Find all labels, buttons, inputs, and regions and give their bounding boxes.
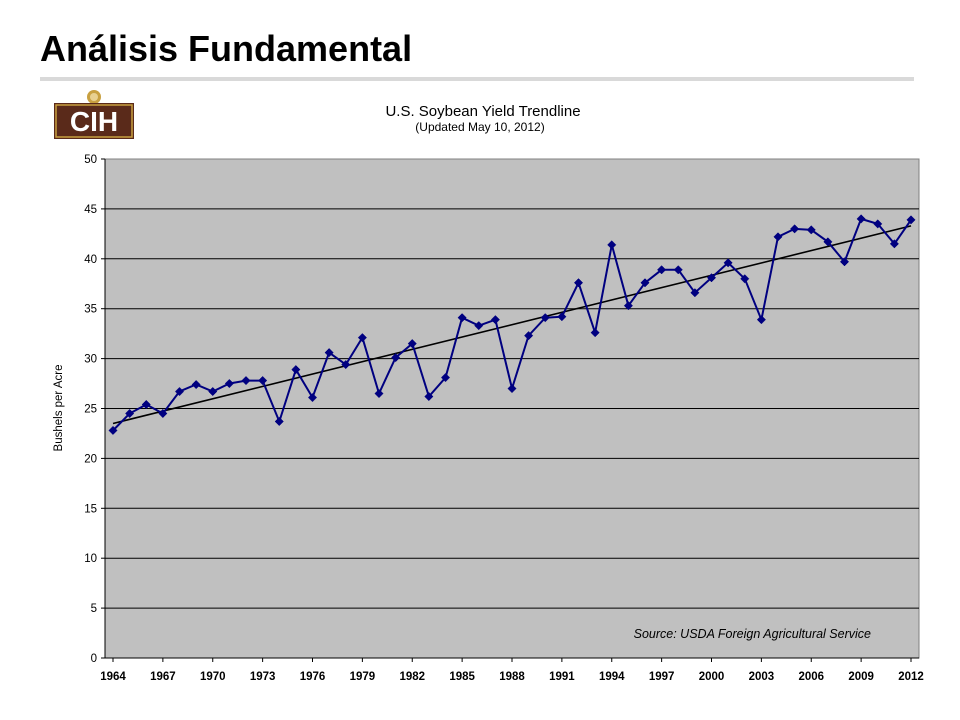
data-point-marker [889,239,899,249]
logo-text: CIH [70,106,118,137]
x-tick-label: 1976 [300,671,326,683]
chart-subtitle: (Updated May 10, 2012) [415,120,544,134]
data-point-marker [573,278,584,288]
data-point-marker [740,274,750,284]
data-point-marker [756,315,766,325]
data-point-marker [191,379,201,390]
cih-logo: CIH [54,88,134,140]
data-point-marker [690,288,700,298]
data-point-marker [440,373,451,383]
data-point-marker [657,265,667,275]
data-point-marker [524,331,534,341]
trend-line [112,225,912,425]
x-tick-label: 1979 [350,671,376,683]
yield-series [108,214,916,436]
x-tick-label: 2006 [798,671,824,683]
data-point-marker [341,360,351,370]
axes: 0 5 10 15 20 25 30 35 40 45 50 1964 1967 1970 1973 1976… [84,154,924,683]
data-point-marker [507,383,517,394]
x-tick-label: 2003 [749,671,775,683]
gridlines [105,208,919,609]
x-tick-label: 2009 [848,671,874,683]
data-point-marker [158,408,168,419]
data-point-marker [108,425,118,436]
data-point-marker [391,353,401,363]
data-point-marker [540,313,550,323]
x-tick-label: 1991 [549,671,575,683]
data-point-marker [673,265,683,275]
data-point-marker [174,386,185,397]
data-point-marker [241,376,251,386]
data-point-marker [557,312,567,322]
x-tick-label: 1964 [100,671,126,683]
y-tick-label: 25 [84,404,97,416]
y-tick-label: 15 [84,503,97,515]
data-point-marker [324,348,334,358]
data-point-marker [856,214,866,224]
logo-plate [54,103,134,139]
data-point-marker [125,408,135,419]
x-tick-label: 2012 [898,671,924,683]
data-point-marker [457,313,467,323]
data-point-marker [374,388,384,399]
x-tick-label: 1967 [150,671,176,683]
chart-title: U.S. Soybean Yield Trendline [385,103,580,120]
data-point-marker [424,391,434,402]
x-tick-label: 1982 [399,671,425,683]
data-point-marker [640,278,650,288]
x-tick-label: 2000 [699,671,725,683]
y-tick-label: 5 [91,603,97,615]
x-tick-label: 1973 [250,671,276,683]
y-tick-label: 35 [84,304,97,316]
data-point-marker [873,219,883,229]
x-tick-label: 1970 [200,671,226,683]
data-point-marker [357,333,367,343]
source-annotation: Source: USDA Foreign Agricultural Servic… [634,627,871,641]
data-point-marker [208,386,218,397]
data-point-marker [258,376,268,386]
data-point-marker [274,416,284,427]
data-point-marker [906,215,916,225]
data-point-marker [141,399,151,410]
data-point-marker [823,237,833,247]
x-tick-label: 1985 [449,671,475,683]
data-point-marker [490,315,500,325]
data-point-marker [474,321,484,331]
title-divider [40,77,914,81]
y-axis-label: Bushels per Acre [53,365,65,452]
y-tick-label: 45 [84,204,97,216]
x-tick-label: 1997 [649,671,675,683]
x-tick-label: 1988 [499,671,525,683]
data-point-marker [839,257,850,267]
data-point-marker [790,224,800,234]
x-tick-label: 1994 [599,671,625,683]
y-tick-label: 30 [84,354,97,366]
y-tick-label: 10 [84,553,97,565]
data-point-marker [291,365,301,375]
y-tick-label: 50 [84,154,97,166]
data-point-marker [224,378,234,389]
data-point-marker [590,328,600,338]
data-point-marker [307,392,318,403]
y-tick-label: 0 [91,653,97,665]
slide-title: Análisis Fundamental [40,28,413,69]
y-tick-label: 40 [84,254,97,266]
data-point-marker [723,258,733,268]
data-point-marker [623,301,633,311]
y-tick-label: 20 [84,453,97,465]
trendline [112,225,912,425]
data-point-marker [407,339,417,349]
data-point-marker [706,273,717,283]
data-point-marker [607,240,617,250]
data-point-marker [806,225,816,235]
data-point-marker [773,232,783,242]
